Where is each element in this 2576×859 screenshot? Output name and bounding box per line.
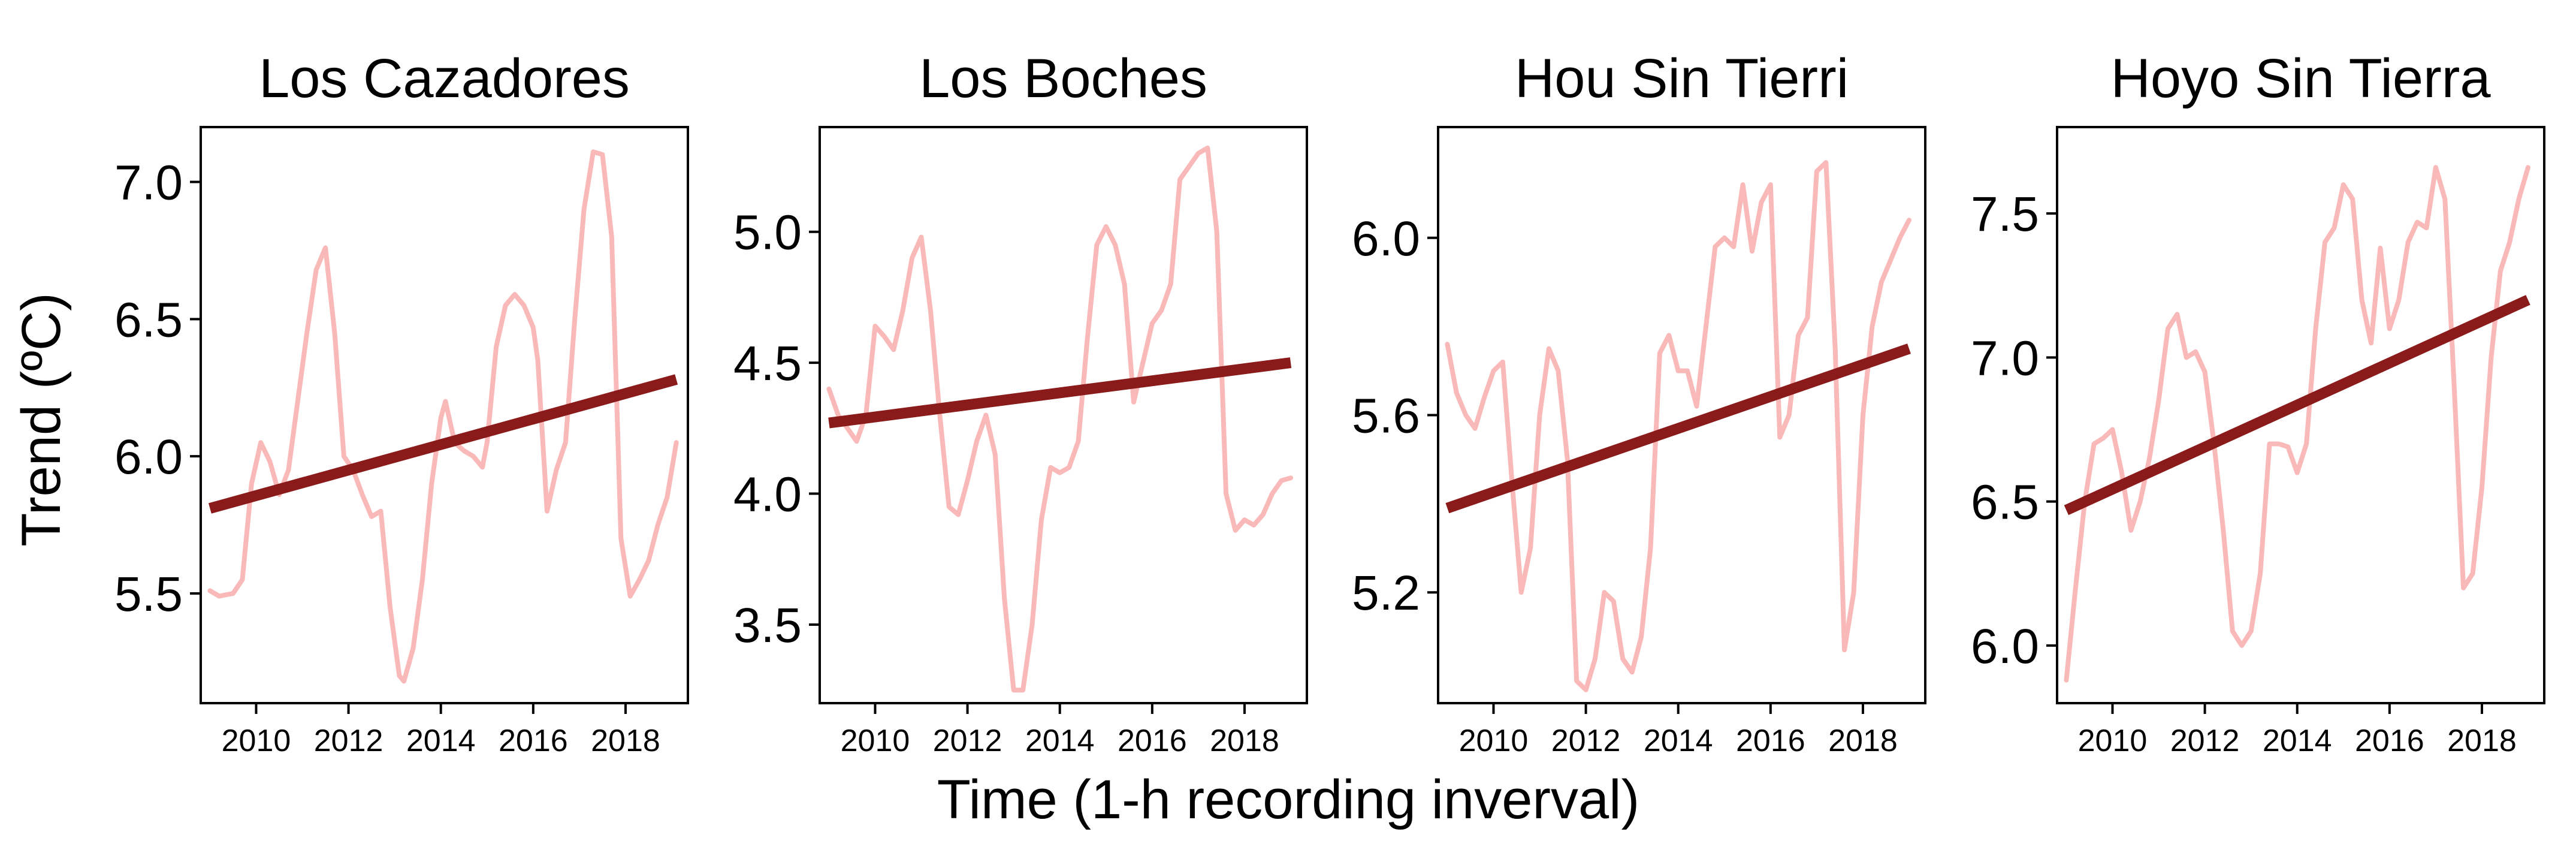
- plot-frame: [819, 126, 1308, 704]
- x-tick-label: 2010: [1459, 724, 1529, 758]
- x-tick-label: 2014: [2263, 724, 2332, 758]
- x-tick-label: 2016: [2355, 724, 2424, 758]
- x-tick-label: 2018: [591, 724, 660, 758]
- x-tick-label: 2010: [2078, 724, 2148, 758]
- x-tick-label: 2016: [1118, 724, 1187, 758]
- trend-line: [209, 374, 678, 514]
- y-tick-label: 6.5: [1971, 475, 2039, 530]
- y-tick-label: 4.0: [733, 468, 802, 522]
- y-axis-title: Trend (ºC): [11, 293, 72, 547]
- y-tick-label: 4.5: [733, 336, 802, 391]
- y-tick-label: 5.6: [1352, 389, 1420, 444]
- panel-4: Hoyo Sin Tierra 6.0 6.5 7.0 7.5 2010 2012 2014 2…: [1971, 48, 2545, 758]
- x-axis-title: Time (1-h recording inverval): [937, 769, 1640, 830]
- panel-title: Hoyo Sin Tierra: [2110, 48, 2491, 109]
- y-tick-label: 5.2: [1352, 566, 1420, 620]
- x-tick-label: 2014: [406, 724, 476, 758]
- panel-title: Hou Sin Tierri: [1515, 48, 1849, 109]
- y-tick-label: 5.0: [733, 206, 802, 260]
- x-tick-label: 2012: [933, 724, 1002, 758]
- x-tick-label: 2018: [2447, 724, 2517, 758]
- panel-3: Hou Sin Tierri 5.2 5.6 6.0 2010 2012 2014 2016 2…: [1352, 48, 1926, 758]
- plot-frame: [200, 126, 689, 704]
- trend-line: [1445, 343, 1911, 514]
- raw-series-line: [2064, 165, 2530, 683]
- y-tick-label: 5.5: [114, 567, 183, 622]
- y-tick-label: 7.0: [114, 156, 183, 210]
- trend-line: [828, 357, 1292, 429]
- y-tick-label: 7.0: [1971, 331, 2039, 385]
- y-tick-label: 6.5: [114, 293, 183, 347]
- panel-title: Los Cazadores: [259, 48, 630, 109]
- x-tick-label: 2012: [314, 724, 383, 758]
- x-tick-label: 2016: [499, 724, 568, 758]
- x-tick-label: 2018: [1828, 724, 1898, 758]
- raw-series-line: [826, 145, 1293, 693]
- y-tick-label: 6.0: [1352, 212, 1420, 266]
- panel-title: Los Boches: [919, 48, 1207, 109]
- y-tick-label: 6.0: [1971, 619, 2039, 674]
- y-tick-label: 3.5: [733, 598, 802, 653]
- raw-series-line: [207, 149, 679, 684]
- x-tick-label: 2012: [1551, 724, 1621, 758]
- raw-series-line: [1445, 160, 1911, 692]
- trend-line: [2064, 295, 2530, 516]
- y-tick-label: 7.5: [1971, 187, 2039, 242]
- y-tick-label: 6.0: [114, 430, 183, 484]
- x-tick-label: 2014: [1025, 724, 1095, 758]
- panel-1: Los Cazadores 5.5 6.0 6.5 7.0 2010 2012 2014 201…: [114, 48, 689, 758]
- x-tick-label: 2018: [1210, 724, 1279, 758]
- panel-2: Los Boches 3.5 4.0 4.5 5.0 2010 2012 2014 2016 20…: [733, 48, 1308, 758]
- plot-frame: [2056, 126, 2545, 704]
- x-tick-label: 2010: [841, 724, 910, 758]
- x-tick-label: 2016: [1736, 724, 1805, 758]
- x-tick-label: 2010: [222, 724, 291, 758]
- x-tick-label: 2012: [2170, 724, 2240, 758]
- x-tick-label: 2014: [1644, 724, 1713, 758]
